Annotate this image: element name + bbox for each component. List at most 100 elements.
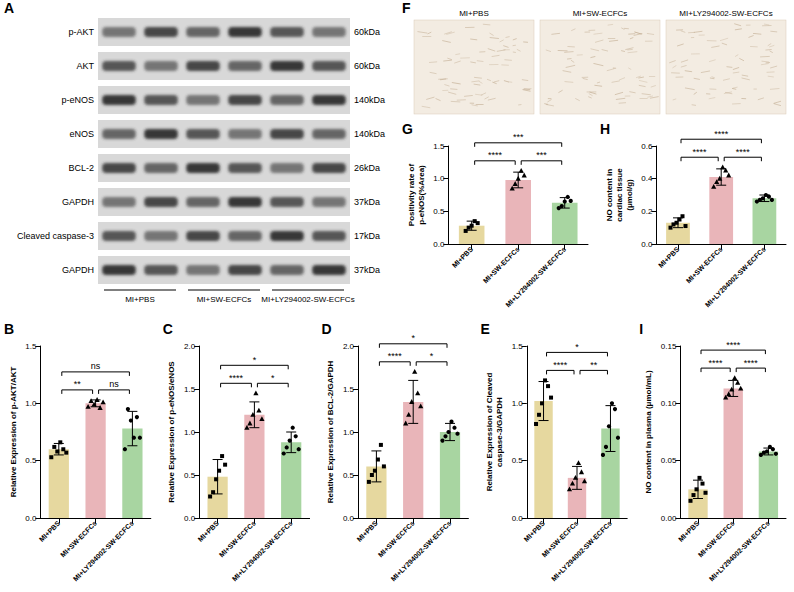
svg-text:MI+PBS: MI+PBS — [125, 295, 155, 304]
svg-text:0.5: 0.5 — [25, 456, 37, 465]
svg-text:37kDa: 37kDa — [354, 197, 380, 207]
svg-text:**: ** — [590, 360, 598, 370]
svg-text:**: ** — [74, 379, 82, 389]
svg-text:1.0: 1.0 — [343, 428, 355, 437]
svg-text:MI+LY294002-SW-ECFCs: MI+LY294002-SW-ECFCs — [389, 519, 452, 582]
svg-text:Relative Expression of Cleaved: Relative Expression of Cleaved — [485, 373, 494, 492]
svg-text:140kDa: 140kDa — [354, 129, 385, 139]
svg-text:1.5: 1.5 — [184, 385, 196, 394]
svg-text:MI+SW-ECFCs: MI+SW-ECFCs — [573, 9, 628, 18]
svg-text:Positivity rate of: Positivity rate of — [407, 164, 416, 227]
svg-text:BCL-2: BCL-2 — [68, 163, 94, 173]
svg-text:****: **** — [229, 373, 244, 383]
svg-text:140kDa: 140kDa — [354, 95, 385, 105]
svg-text:0.0: 0.0 — [433, 240, 445, 249]
svg-text:60kDa: 60kDa — [354, 27, 380, 37]
svg-text:*: * — [271, 373, 275, 383]
svg-text:AKT: AKT — [76, 61, 94, 71]
svg-text:1.5: 1.5 — [343, 385, 355, 394]
svg-text:0.2: 0.2 — [641, 207, 653, 216]
svg-text:0.05: 0.05 — [661, 456, 677, 465]
svg-text:0.0: 0.0 — [641, 240, 653, 249]
svg-text:0.5: 0.5 — [512, 456, 524, 465]
svg-text:MI+SW-ECFCs: MI+SW-ECFCs — [697, 519, 736, 558]
svg-text:Relative Expression of p-AKT/A: Relative Expression of p-AKT/AKT — [9, 367, 18, 498]
svg-text:0.4: 0.4 — [641, 174, 653, 183]
svg-text:****: **** — [488, 150, 503, 160]
svg-text:***: *** — [513, 132, 524, 142]
svg-text:1.0: 1.0 — [512, 399, 524, 408]
svg-text:26kDa: 26kDa — [354, 163, 380, 173]
svg-text:****: **** — [714, 129, 729, 139]
svg-text:1.5: 1.5 — [512, 342, 524, 351]
svg-text:0.00: 0.00 — [661, 514, 677, 523]
svg-text:p-eNOS: p-eNOS — [61, 95, 94, 105]
svg-text:****: **** — [553, 360, 568, 370]
svg-text:MI+LY294002-SW-ECFCs: MI+LY294002-SW-ECFCs — [679, 9, 772, 18]
svg-text:ns: ns — [109, 379, 119, 389]
svg-text:MI+LY294002-SW-ECFCs: MI+LY294002-SW-ECFCs — [231, 519, 294, 582]
svg-text:MI+LY294002-SW-ECFCs: MI+LY294002-SW-ECFCs — [704, 245, 767, 308]
svg-text:***: *** — [536, 150, 547, 160]
svg-text:p-eNOS(%Area): p-eNOS(%Area) — [417, 165, 426, 225]
svg-text:ns: ns — [91, 361, 101, 371]
svg-text:0.10: 0.10 — [661, 399, 677, 408]
svg-text:MI+SW-ECFCs: MI+SW-ECFCs — [59, 519, 98, 558]
svg-text:MI+PBS: MI+PBS — [38, 519, 62, 543]
svg-text:MI+LY294002-SW-ECFCs: MI+LY294002-SW-ECFCs — [550, 519, 613, 582]
svg-text:MI+PBS: MI+PBS — [657, 245, 681, 269]
svg-text:****: **** — [736, 147, 751, 157]
svg-text:MI+PBS: MI+PBS — [355, 519, 379, 543]
svg-text:MI+LY294002-SW-ECFCs: MI+LY294002-SW-ECFCs — [708, 519, 771, 582]
svg-text:0.0: 0.0 — [184, 514, 196, 523]
svg-text:****: **** — [693, 147, 708, 157]
svg-text:GAPDH: GAPDH — [62, 265, 94, 275]
svg-text:2.0: 2.0 — [184, 342, 196, 351]
svg-text:MI+SW-ECFCs: MI+SW-ECFCs — [218, 519, 257, 558]
svg-text:2.0: 2.0 — [343, 342, 355, 351]
svg-text:*: * — [411, 333, 415, 343]
svg-text:Relative Expression of BCL-2/G: Relative Expression of BCL-2/GAPDH — [326, 360, 335, 503]
svg-text:MI+SW-ECFCs: MI+SW-ECFCs — [482, 245, 521, 284]
svg-text:Relative Expression of p-eNOS/: Relative Expression of p-eNOS/eNOS — [167, 361, 176, 503]
svg-text:MI+PBS: MI+PBS — [451, 245, 475, 269]
svg-text:MI+SW-ECFCs: MI+SW-ECFCs — [197, 295, 252, 304]
svg-text:0.5: 0.5 — [433, 207, 445, 216]
svg-text:37kDa: 37kDa — [354, 265, 380, 275]
svg-text:*: * — [575, 342, 579, 352]
svg-text:17kDa: 17kDa — [354, 231, 380, 241]
svg-text:(μmol/g): (μmol/g) — [625, 179, 634, 211]
svg-text:MI+PBS: MI+PBS — [677, 519, 701, 543]
svg-text:MI+LY294002-SW-ECFCs: MI+LY294002-SW-ECFCs — [261, 295, 354, 304]
svg-text:p-AKT: p-AKT — [68, 27, 94, 37]
svg-text:****: **** — [388, 351, 403, 361]
svg-text:A: A — [4, 0, 14, 16]
svg-text:GAPDH: GAPDH — [62, 197, 94, 207]
svg-text:Cleaved caspase-3: Cleaved caspase-3 — [17, 231, 94, 241]
svg-text:MI+PBS: MI+PBS — [459, 9, 489, 18]
svg-text:cardiac tissue: cardiac tissue — [615, 168, 624, 222]
svg-text:MI+LY294002-SW-ECFCs: MI+LY294002-SW-ECFCs — [72, 519, 135, 582]
svg-text:0.0: 0.0 — [343, 514, 355, 523]
svg-text:0.5: 0.5 — [184, 471, 196, 480]
svg-text:F: F — [402, 0, 411, 16]
svg-text:1.0: 1.0 — [433, 174, 445, 183]
svg-text:1.5: 1.5 — [433, 142, 445, 151]
svg-text:****: **** — [726, 340, 741, 350]
svg-text:0.5: 0.5 — [343, 471, 355, 480]
svg-text:1.5: 1.5 — [25, 342, 37, 351]
svg-text:eNOS: eNOS — [69, 129, 94, 139]
svg-text:MI+PBS: MI+PBS — [523, 519, 547, 543]
svg-text:0.6: 0.6 — [641, 142, 653, 151]
svg-text:1.0: 1.0 — [184, 428, 196, 437]
svg-text:MI+SW-ECFCs: MI+SW-ECFCs — [377, 519, 416, 558]
svg-text:caspase-3/GAPDH: caspase-3/GAPDH — [495, 397, 504, 467]
svg-text:NO content in plasma (μmol/mL): NO content in plasma (μmol/mL) — [644, 370, 653, 493]
svg-text:0.15: 0.15 — [661, 342, 677, 351]
svg-text:NO content in: NO content in — [605, 169, 614, 222]
svg-text:MI+LY294002-SW-ECFCs: MI+LY294002-SW-ECFCs — [504, 245, 567, 308]
svg-text:*: * — [253, 355, 257, 365]
svg-text:****: **** — [744, 358, 759, 368]
svg-text:****: **** — [709, 358, 724, 368]
svg-text:0.0: 0.0 — [512, 514, 524, 523]
